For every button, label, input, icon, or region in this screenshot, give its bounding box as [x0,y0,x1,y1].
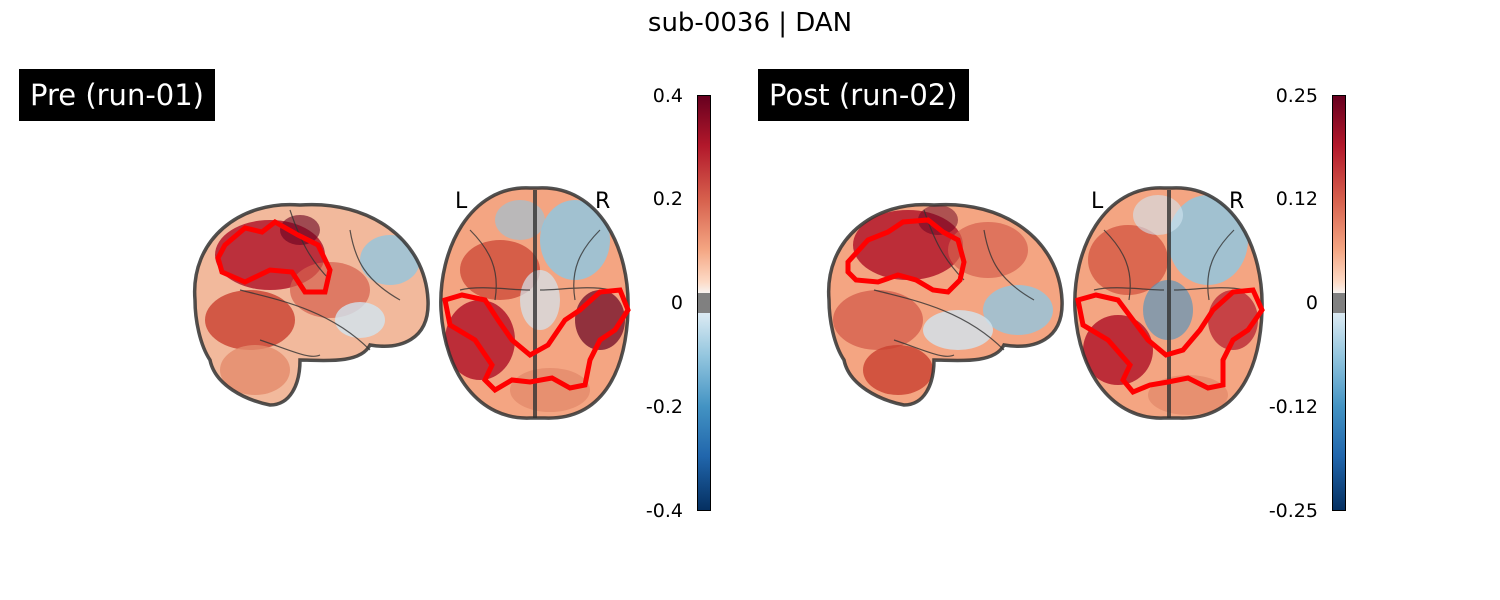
colorbar-tick: -0.25 [1268,500,1318,522]
hemisphere-left-label: L [455,189,468,214]
panel-post: Post (run-02) [738,0,1438,600]
colorbar-pre [697,95,711,511]
colorbar-tick: -0.2 [645,396,683,418]
figure-title: sub-0036 | DAN [647,8,853,38]
colorbar-tick: -0.4 [645,500,683,522]
glass-brain-post [827,186,1265,420]
hemisphere-right-label: R [595,189,611,214]
colorbar-tick: 0.12 [1275,188,1318,210]
colorbar-threshold-mask [1333,292,1345,314]
panel-label-pre: Pre (run-01) [19,69,215,121]
colorbar-tick: -0.12 [1268,396,1318,418]
roi-outline-axial [442,287,631,394]
glass-brain-pre [193,186,631,420]
roi-outline-sagittal [215,219,333,295]
panel-pre: Pre (run-01) [0,0,711,600]
hemisphere-left-label: L [1091,189,1104,214]
colorbar-tick: 0.4 [652,85,683,107]
colorbar-tick: 0.2 [652,188,683,210]
roi-outline-sagittal [845,217,967,295]
panel-label-post: Post (run-02) [758,69,969,121]
roi-outline-axial [1075,287,1265,396]
colorbar-tick: 0 [1305,292,1318,314]
colorbar-post [1332,95,1346,511]
colorbar-threshold-mask [698,292,710,314]
colorbar-tick: 0 [670,292,683,314]
hemisphere-right-label: R [1229,189,1245,214]
colorbar-tick: 0.25 [1275,85,1318,107]
